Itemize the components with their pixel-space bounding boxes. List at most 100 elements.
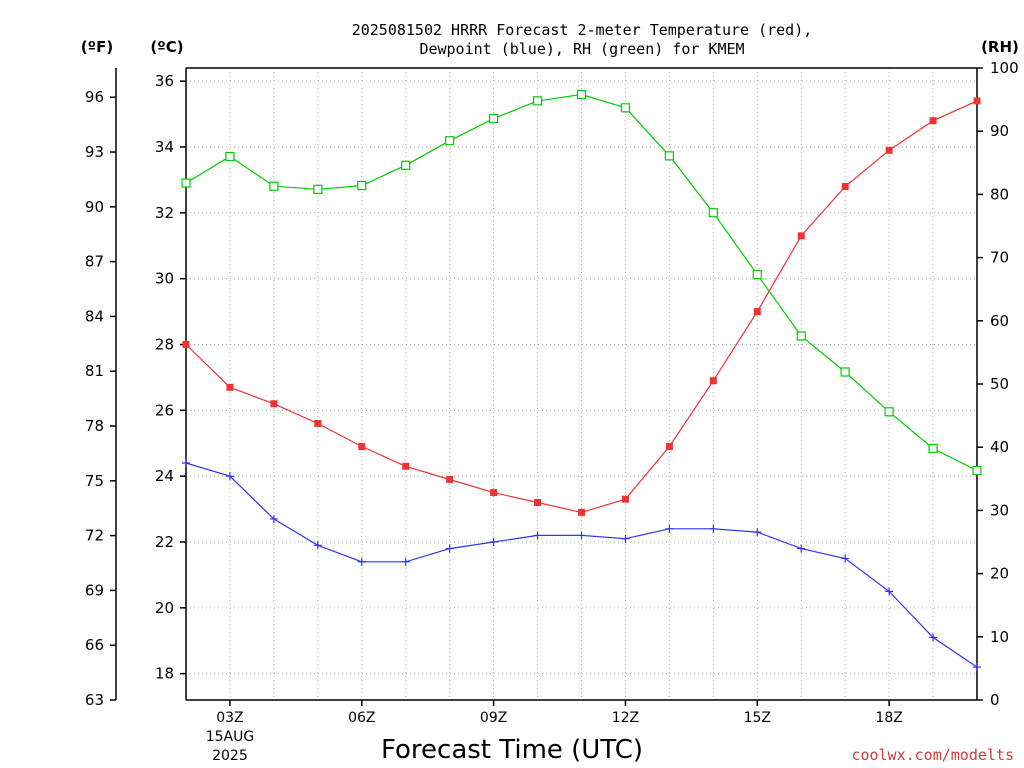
temperature-point <box>446 475 454 483</box>
temperature-point <box>709 377 717 385</box>
x-tick-label: 15Z <box>744 710 771 726</box>
c-tick-label: 20 <box>155 599 174 617</box>
dewpoint-point <box>973 663 981 672</box>
dewpoint-point <box>533 531 542 540</box>
rh-point <box>620 103 631 113</box>
dewpoint-point <box>269 514 278 523</box>
rh-tick-label: 60 <box>990 312 1009 330</box>
fahrenheit-unit-label: (ºF) <box>81 38 113 56</box>
f-tick-label: 84 <box>85 307 104 325</box>
temperature-point <box>841 183 849 190</box>
rh-point <box>884 407 894 417</box>
f-tick-label: 69 <box>85 581 104 599</box>
x-tick-label: 12Z <box>612 710 639 726</box>
rh-line <box>185 93 978 472</box>
rh-tick-label: 90 <box>990 122 1009 140</box>
credit-link[interactable]: coolwx.com/modelts <box>851 746 1014 764</box>
dewpoint-point <box>753 528 762 537</box>
series-markers <box>181 89 982 672</box>
temperature-point <box>182 341 190 348</box>
f-tick-label: 87 <box>85 253 104 271</box>
x-tick-label: 09Z <box>480 710 507 726</box>
rh-tick-label: 30 <box>990 501 1009 519</box>
temperature-point <box>753 308 761 316</box>
f-tick-label: 96 <box>85 88 104 106</box>
f-tick-label: 93 <box>85 143 104 161</box>
dewpoint-point <box>621 534 630 543</box>
grid-lines <box>186 68 977 700</box>
rh-point <box>972 465 982 476</box>
f-tick-label: 81 <box>85 362 104 380</box>
x-tick-year: 2025 <box>212 748 248 764</box>
c-tick-label: 22 <box>155 533 174 551</box>
temperature-point <box>402 462 410 470</box>
tick-labels: 63 66 69 72 75 78 81 84 87 90 93 96 18 20 22 24 26 28 30 32… <box>85 59 1019 764</box>
rh-point <box>489 113 499 124</box>
c-tick-label: 18 <box>155 665 174 683</box>
rh-point <box>225 151 235 162</box>
temperature-point <box>929 117 937 125</box>
x-tick-label: 06Z <box>348 710 375 726</box>
dewpoint-point <box>357 557 366 566</box>
rh-tick-label: 20 <box>990 565 1009 583</box>
rh-point <box>752 270 762 280</box>
f-tick-label: 63 <box>85 691 104 709</box>
dewpoint-point <box>225 472 234 481</box>
rh-tick-label: 50 <box>990 375 1009 393</box>
dewpoint-point <box>182 459 190 467</box>
temperature-point <box>797 232 805 240</box>
temperature-point <box>578 508 585 516</box>
dewpoint-point <box>665 524 674 533</box>
temperature-point <box>973 97 981 105</box>
chart-title-line-2: Dewpoint (blue), RH (green) for KMEM <box>419 40 744 58</box>
f-tick-label: 75 <box>85 472 104 490</box>
temperature-point <box>665 443 673 451</box>
rh-tick-label: 70 <box>990 249 1009 267</box>
dewpoint-point <box>797 544 806 553</box>
rh-unit-label: (RH) <box>981 38 1019 56</box>
f-tick-label: 72 <box>85 527 104 545</box>
c-tick-label: 26 <box>155 401 174 419</box>
celsius-unit-label: (ºC) <box>150 38 183 56</box>
x-tick-label: 18Z <box>875 710 902 726</box>
temperature-point <box>358 443 366 451</box>
temperature-point <box>621 495 629 503</box>
temperature-point <box>314 420 322 427</box>
temperature-point <box>534 499 542 506</box>
rh-tick-label: 0 <box>990 691 1000 709</box>
x-tick-label: 03Z <box>216 710 243 726</box>
rh-point <box>357 180 367 191</box>
c-tick-label: 30 <box>155 270 174 288</box>
rh-tick-label: 40 <box>990 438 1009 456</box>
c-tick-label: 28 <box>155 336 174 354</box>
axes <box>110 67 983 706</box>
rh-tick-label: 100 <box>990 59 1019 77</box>
temperature-point <box>226 383 234 391</box>
temperature-point <box>885 146 893 154</box>
rh-point <box>269 181 279 191</box>
dewpoint-point <box>577 531 586 540</box>
dewpoint-point <box>401 557 410 566</box>
rh-point <box>181 178 191 188</box>
f-tick-label: 78 <box>85 417 104 435</box>
rh-point <box>928 443 938 454</box>
dewpoint-point <box>885 587 894 596</box>
dewpoint-point <box>313 541 322 550</box>
x-tick-date: 15AUG <box>206 729 255 745</box>
chart-title-line-1: 2025081502 HRRR Forecast 2-meter Tempera… <box>352 21 813 39</box>
dewpoint-point <box>841 554 850 563</box>
c-tick-label: 34 <box>155 138 174 156</box>
dewpoint-point <box>489 538 498 546</box>
temperature-point <box>490 489 498 497</box>
x-axis-label: Forecast Time (UTC) <box>381 735 643 765</box>
rh-point <box>796 331 806 341</box>
f-tick-label: 66 <box>85 636 104 654</box>
rh-point <box>576 89 587 100</box>
rh-point <box>532 96 543 106</box>
temperature-line <box>185 100 978 514</box>
dewpoint-point <box>709 524 718 533</box>
rh-point <box>664 151 674 161</box>
c-tick-label: 24 <box>155 467 174 485</box>
dewpoint-point <box>929 633 938 642</box>
